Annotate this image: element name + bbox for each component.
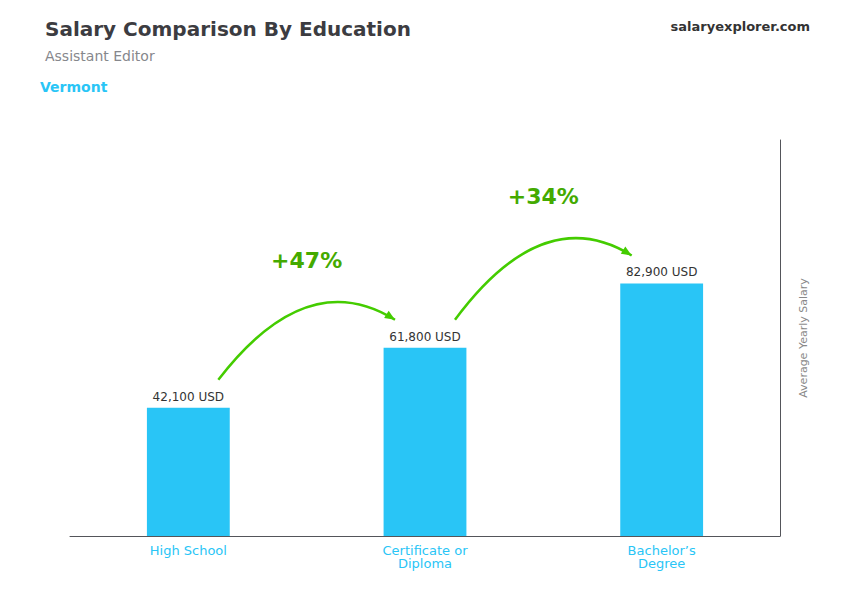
svg-text:+34%: +34% bbox=[508, 184, 579, 209]
svg-text:Salary Comparison By Education: Salary Comparison By Education bbox=[45, 17, 411, 41]
svg-text:Diploma: Diploma bbox=[398, 556, 452, 571]
svg-text:61,800 USD: 61,800 USD bbox=[389, 330, 460, 344]
svg-text:High School: High School bbox=[150, 543, 227, 558]
svg-text:salaryexplorer.com: salaryexplorer.com bbox=[671, 19, 810, 34]
svg-text:Assistant Editor: Assistant Editor bbox=[45, 48, 155, 64]
svg-text:Bachelor’s: Bachelor’s bbox=[627, 543, 696, 558]
svg-text:Average Yearly Salary: Average Yearly Salary bbox=[797, 278, 810, 398]
svg-text:82,900 USD: 82,900 USD bbox=[626, 265, 697, 279]
svg-text:42,100 USD: 42,100 USD bbox=[153, 390, 224, 404]
svg-text:Certificate or: Certificate or bbox=[382, 543, 468, 558]
svg-text:Degree: Degree bbox=[638, 556, 685, 571]
svg-text:Vermont: Vermont bbox=[40, 79, 108, 95]
svg-text:+47%: +47% bbox=[271, 248, 342, 273]
